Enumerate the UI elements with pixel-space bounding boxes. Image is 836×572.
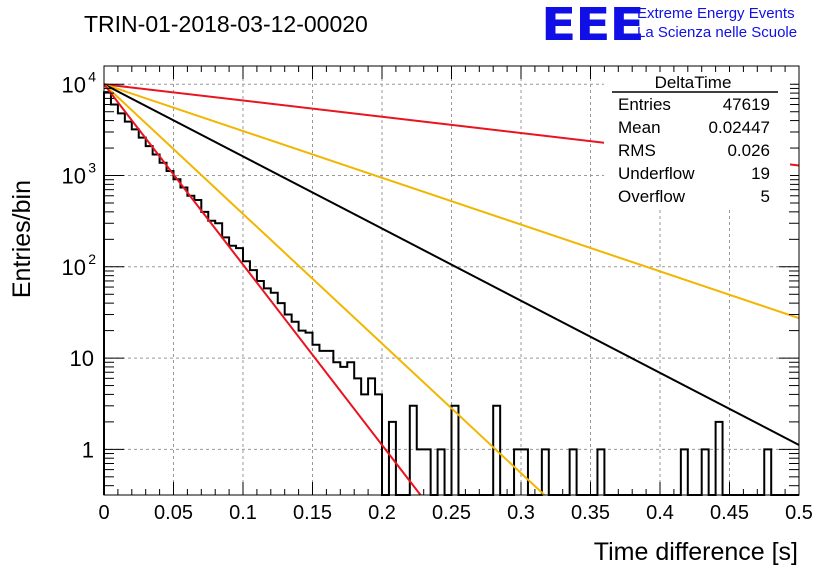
axes: 0 0.05 0.1 0.15 0.2 0.25 0.3 0.35 0.4 0.45 0.5 1 10 1…	[62, 66, 813, 524]
x-tick-label: 0.5	[785, 502, 813, 524]
fit-curve	[103, 83, 546, 496]
stats-value: 5	[761, 187, 770, 206]
stats-value: 0.026	[727, 141, 770, 160]
stats-label: Underflow	[618, 164, 695, 183]
x-tick-label: 0.05	[154, 502, 193, 524]
x-tick-label: 0.3	[507, 502, 535, 524]
x-tick-label: 0.15	[293, 502, 332, 524]
stats-value: 0.02447	[709, 118, 770, 137]
logo-line-1: Extreme Energy Events	[637, 5, 795, 22]
y-tick-label: 10	[70, 346, 94, 371]
x-tick-label: 0.25	[432, 502, 471, 524]
x-axis-label: Time difference [s]	[594, 538, 798, 566]
x-tick-label: 0.35	[571, 502, 610, 524]
y-tick-exponent: 3	[88, 160, 96, 176]
x-tick-label: 0.45	[710, 502, 749, 524]
x-tick-label: 0.1	[229, 502, 257, 524]
stats-label: Entries	[618, 95, 671, 114]
stats-title: DeltaTime	[655, 73, 732, 92]
logo-line-2: La Scienza nelle Scuole	[637, 24, 798, 41]
stats-value: 47619	[723, 95, 770, 114]
stats-label: Mean	[618, 118, 661, 137]
fit-curves	[103, 83, 800, 496]
x-tick-label: 0.4	[646, 502, 674, 524]
y-tick-exponent: 2	[88, 251, 96, 267]
fit-curve	[103, 83, 800, 446]
stats-label: Overflow	[618, 187, 686, 206]
stats-value: 19	[751, 164, 770, 183]
chart-title: TRIN-01-2018-03-12-00020	[84, 11, 368, 37]
y-axis-label: Entries/bin	[8, 180, 36, 298]
y-tick-label: 10	[62, 164, 86, 189]
y-tick-exponent: 4	[88, 68, 96, 84]
y-tick-label: 10	[62, 72, 86, 97]
grid-lines	[104, 66, 799, 495]
stats-label: RMS	[618, 141, 656, 160]
y-tick-label: 1	[82, 437, 94, 462]
fit-curve	[103, 83, 422, 496]
stats-box-background	[604, 72, 790, 210]
x-tick-label: 0	[98, 502, 109, 524]
stats-rows: Entries 47619 Mean 0.02447 RMS 0.026 Underflow…	[618, 95, 770, 206]
stats-box: DeltaTime Entries 47619 Mean 0.02447 RMS 0.02…	[604, 72, 790, 210]
eee-logo: EEE Extreme Energy Events La Scienza nel…	[541, 0, 831, 51]
x-tick-label: 0.2	[368, 502, 396, 524]
y-tick-label: 10	[62, 255, 86, 280]
fit-curve	[103, 83, 800, 320]
logo-mark: EEE	[541, 0, 645, 51]
